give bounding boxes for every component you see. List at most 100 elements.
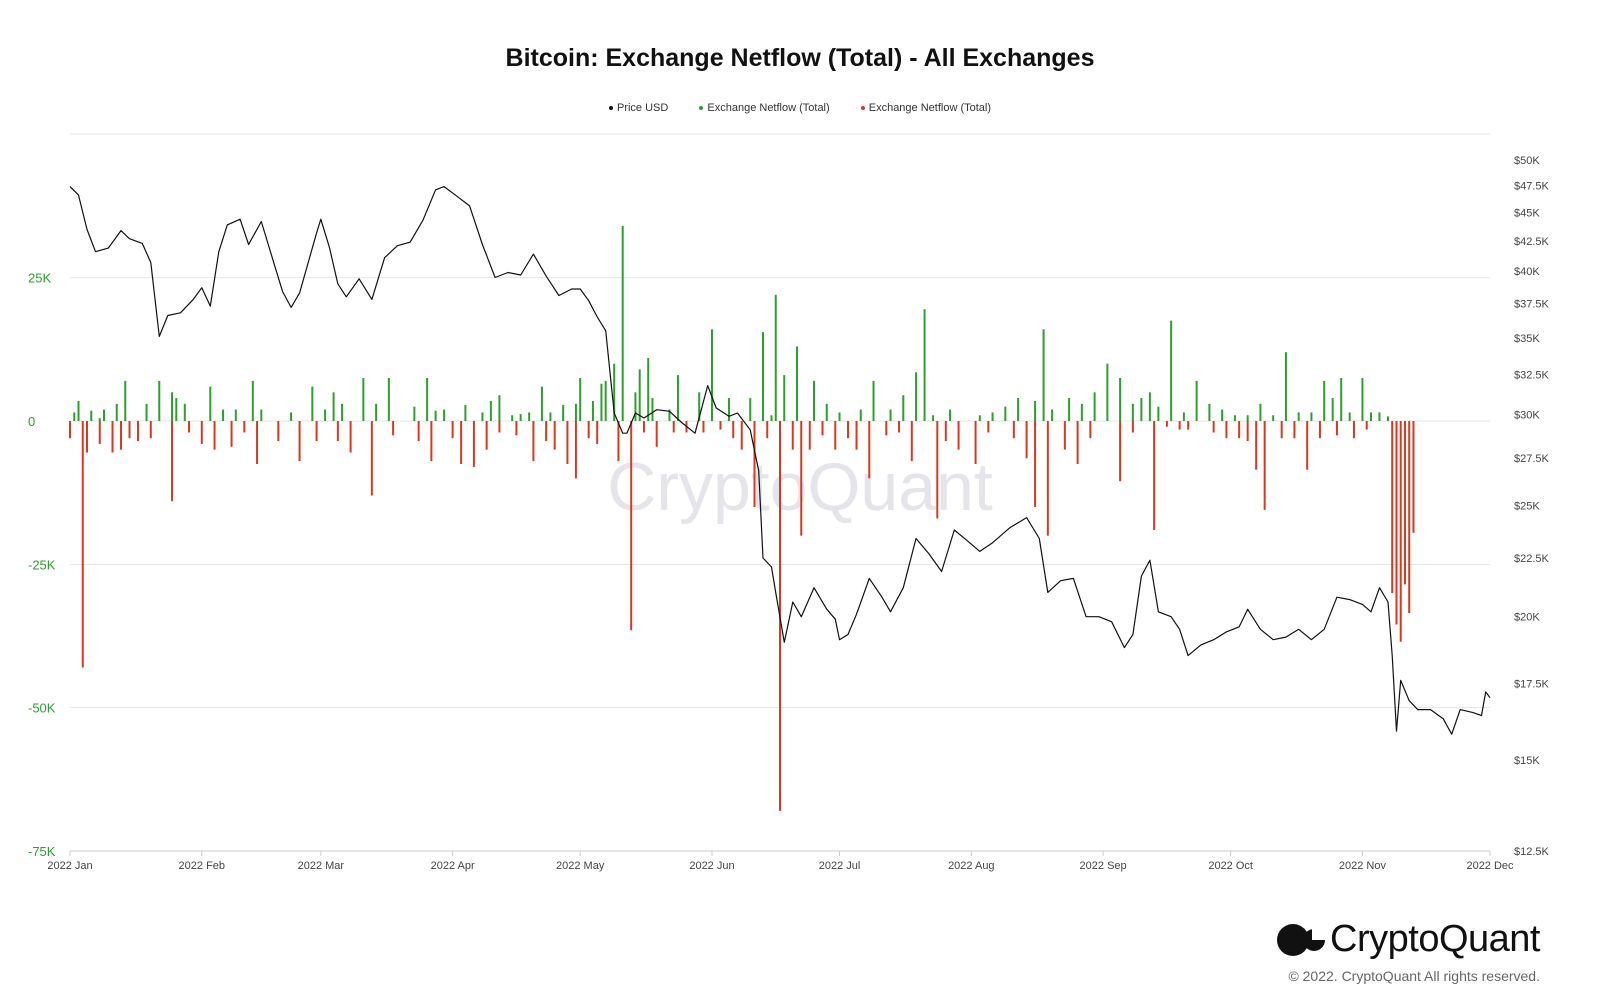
netflow-outflow-bar[interactable]: [957, 421, 960, 450]
netflow-inflow-bar[interactable]: [1080, 403, 1083, 421]
netflow-outflow-bar[interactable]: [791, 421, 794, 450]
netflow-inflow-bar[interactable]: [825, 403, 828, 421]
netflow-outflow-bar[interactable]: [1012, 421, 1015, 439]
netflow-inflow-bar[interactable]: [115, 403, 118, 421]
netflow-outflow-bar[interactable]: [1076, 421, 1079, 464]
netflow-outflow-bar[interactable]: [277, 421, 280, 442]
netflow-outflow-bar[interactable]: [392, 421, 395, 436]
netflow-outflow-bar[interactable]: [898, 421, 901, 433]
netflow-inflow-bar[interactable]: [311, 386, 314, 421]
netflow-inflow-bar[interactable]: [498, 395, 501, 421]
netflow-inflow-bar[interactable]: [1051, 409, 1054, 421]
netflow-outflow-bar[interactable]: [200, 421, 203, 444]
netflow-inflow-bar[interactable]: [1148, 392, 1151, 421]
netflow-outflow-bar[interactable]: [1352, 421, 1355, 439]
netflow-outflow-bar[interactable]: [69, 421, 71, 439]
price-line[interactable]: [69, 186, 1491, 735]
netflow-outflow-bar[interactable]: [1034, 421, 1037, 507]
netflow-inflow-bar[interactable]: [1208, 403, 1211, 421]
netflow-outflow-bar[interactable]: [256, 421, 259, 464]
netflow-outflow-bar[interactable]: [1212, 421, 1215, 433]
netflow-inflow-bar[interactable]: [591, 400, 594, 421]
netflow-outflow-bar[interactable]: [1046, 421, 1049, 536]
netflow-outflow-bar[interactable]: [111, 421, 114, 453]
netflow-inflow-bar[interactable]: [77, 400, 80, 421]
netflow-inflow-bar[interactable]: [549, 412, 552, 421]
netflow-outflow-bar[interactable]: [1395, 421, 1398, 625]
netflow-inflow-bar[interactable]: [991, 412, 994, 421]
netflow-inflow-bar[interactable]: [413, 406, 416, 421]
netflow-inflow-bar[interactable]: [1386, 416, 1389, 421]
netflow-inflow-bar[interactable]: [638, 369, 641, 421]
netflow-inflow-bar[interactable]: [774, 294, 777, 421]
netflow-inflow-bar[interactable]: [574, 403, 577, 421]
netflow-inflow-bar[interactable]: [1106, 363, 1109, 421]
netflow-inflow-bar[interactable]: [923, 309, 926, 421]
netflow-inflow-bar[interactable]: [727, 398, 730, 421]
netflow-outflow-bar[interactable]: [515, 421, 518, 436]
netflow-outflow-bar[interactable]: [1119, 421, 1122, 482]
netflow-outflow-bar[interactable]: [617, 421, 620, 462]
netflow-outflow-bar[interactable]: [128, 421, 131, 439]
netflow-outflow-bar[interactable]: [1365, 421, 1368, 430]
netflow-inflow-bar[interactable]: [1017, 398, 1020, 421]
netflow-outflow-bar[interactable]: [719, 421, 722, 430]
netflow-inflow-bar[interactable]: [902, 395, 905, 421]
netflow-inflow-bar[interactable]: [1221, 409, 1224, 421]
netflow-outflow-bar[interactable]: [855, 421, 858, 450]
netflow-outflow-bar[interactable]: [1153, 421, 1156, 530]
netflow-outflow-bar[interactable]: [1263, 421, 1266, 510]
netflow-outflow-bar[interactable]: [834, 421, 837, 450]
netflow-outflow-bar[interactable]: [672, 421, 675, 433]
netflow-outflow-bar[interactable]: [472, 421, 475, 467]
netflow-inflow-bar[interactable]: [158, 380, 161, 421]
netflow-outflow-bar[interactable]: [149, 421, 152, 439]
netflow-inflow-bar[interactable]: [1119, 378, 1122, 421]
netflow-outflow-bar[interactable]: [532, 421, 535, 462]
netflow-inflow-bar[interactable]: [1297, 412, 1300, 421]
netflow-inflow-bar[interactable]: [796, 346, 799, 421]
netflow-outflow-bar[interactable]: [451, 421, 454, 439]
netflow-inflow-bar[interactable]: [1348, 412, 1351, 421]
netflow-inflow-bar[interactable]: [1093, 392, 1096, 421]
netflow-inflow-bar[interactable]: [426, 378, 429, 421]
netflow-inflow-bar[interactable]: [1378, 412, 1381, 421]
netflow-inflow-bar[interactable]: [73, 412, 76, 421]
netflow-outflow-bar[interactable]: [596, 421, 599, 444]
netflow-outflow-bar[interactable]: [336, 421, 339, 442]
netflow-outflow-bar[interactable]: [974, 421, 977, 464]
netflow-outflow-bar[interactable]: [587, 421, 590, 439]
netflow-inflow-bar[interactable]: [676, 375, 679, 421]
netflow-inflow-bar[interactable]: [783, 375, 786, 421]
netflow-inflow-bar[interactable]: [872, 380, 875, 421]
netflow-inflow-bar[interactable]: [915, 372, 918, 421]
netflow-inflow-bar[interactable]: [489, 400, 492, 421]
netflow-inflow-bar[interactable]: [90, 410, 93, 421]
netflow-inflow-bar[interactable]: [1259, 403, 1262, 421]
netflow-inflow-bar[interactable]: [761, 332, 764, 421]
netflow-outflow-bar[interactable]: [1165, 421, 1168, 427]
netflow-outflow-bar[interactable]: [1293, 421, 1296, 439]
netflow-inflow-bar[interactable]: [519, 414, 522, 421]
netflow-outflow-bar[interactable]: [910, 421, 913, 462]
netflow-inflow-bar[interactable]: [324, 409, 327, 421]
netflow-outflow-bar[interactable]: [936, 421, 939, 519]
netflow-outflow-bar[interactable]: [1399, 421, 1402, 642]
netflow-outflow-bar[interactable]: [944, 421, 947, 442]
netflow-outflow-bar[interactable]: [1225, 421, 1228, 439]
netflow-inflow-bar[interactable]: [1034, 400, 1037, 421]
netflow-outflow-bar[interactable]: [800, 421, 803, 536]
netflow-inflow-bar[interactable]: [375, 403, 378, 421]
netflow-inflow-bar[interactable]: [978, 415, 981, 421]
netflow-inflow-bar[interactable]: [1361, 378, 1364, 421]
netflow-inflow-bar[interactable]: [1068, 398, 1071, 421]
netflow-inflow-bar[interactable]: [481, 412, 484, 421]
netflow-inflow-bar[interactable]: [1157, 406, 1160, 421]
netflow-inflow-bar[interactable]: [932, 415, 935, 421]
netflow-inflow-bar[interactable]: [387, 378, 390, 421]
netflow-outflow-bar[interactable]: [315, 421, 318, 442]
netflow-inflow-bar[interactable]: [949, 409, 952, 421]
netflow-inflow-bar[interactable]: [1284, 352, 1287, 421]
netflow-outflow-bar[interactable]: [1063, 421, 1066, 450]
netflow-outflow-bar[interactable]: [1403, 421, 1406, 585]
